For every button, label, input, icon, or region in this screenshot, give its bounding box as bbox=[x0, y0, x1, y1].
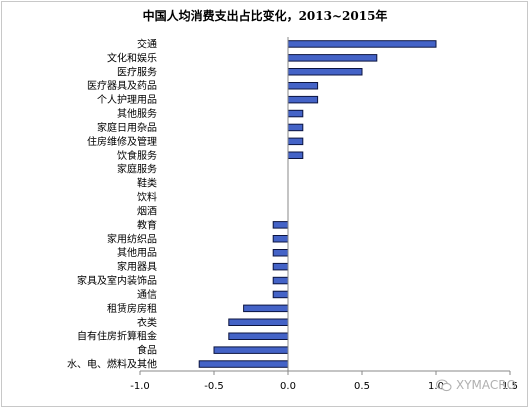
category-label: 个人护理用品 bbox=[97, 93, 157, 106]
bar bbox=[243, 304, 289, 313]
category-label: 医疗服务 bbox=[117, 65, 157, 78]
bar bbox=[287, 151, 304, 159]
category-label: 家庭日用杂品 bbox=[97, 121, 157, 134]
category-label: 食品 bbox=[137, 344, 157, 357]
x-tick-label: 1.5 bbox=[502, 381, 518, 392]
x-tick-label: 0.0 bbox=[280, 381, 296, 392]
category-label: 其他用品 bbox=[117, 246, 157, 259]
x-tick-label: -0.5 bbox=[204, 381, 224, 392]
category-label: 鞋类 bbox=[137, 177, 157, 190]
category-label: 家庭服务 bbox=[117, 163, 157, 176]
category-label: 租赁房房租 bbox=[107, 302, 157, 315]
category-label: 通信 bbox=[137, 289, 157, 301]
bar bbox=[287, 137, 304, 146]
category-label: 自有住房折算租金 bbox=[77, 330, 157, 343]
category-label: 烟酒 bbox=[137, 205, 157, 218]
bar bbox=[272, 221, 289, 229]
x-tick-label: 1.0 bbox=[428, 381, 444, 392]
category-label: 饮食服务 bbox=[117, 149, 157, 162]
wechat-icon bbox=[435, 378, 452, 392]
category-label: 饮料 bbox=[137, 191, 157, 204]
category-label: 衣类 bbox=[137, 316, 157, 329]
bar bbox=[272, 249, 289, 257]
category-label: 家用器具 bbox=[117, 260, 157, 273]
bar bbox=[287, 54, 378, 62]
category-label: 住房维修及管理 bbox=[87, 135, 157, 148]
category-label: 其他服务 bbox=[117, 107, 157, 120]
bar bbox=[287, 68, 363, 76]
x-tick-label: 0.5 bbox=[354, 381, 370, 392]
chart-title: 中国人均消费支出占比变化，2013~2015年 bbox=[142, 9, 388, 23]
bar bbox=[287, 109, 304, 118]
category-label: 医疗器具及药品 bbox=[87, 79, 157, 92]
bar bbox=[287, 95, 319, 104]
category-labels: 交通文化和娱乐医疗服务医疗器具及药品个人护理用品其他服务家庭日用杂品住房维修及管… bbox=[67, 38, 157, 371]
bar bbox=[287, 82, 319, 90]
watermark: XYMACRO bbox=[435, 378, 517, 392]
bar bbox=[272, 235, 289, 243]
bar bbox=[272, 262, 289, 271]
category-label: 家具及室内装饰品 bbox=[77, 274, 157, 287]
bar bbox=[287, 40, 437, 48]
x-tick-label: -1.0 bbox=[130, 381, 150, 392]
category-label: 文化和娱乐 bbox=[107, 51, 157, 64]
category-label: 交通 bbox=[137, 38, 157, 51]
bar bbox=[272, 276, 289, 285]
bars-group bbox=[198, 40, 437, 368]
category-label: 水、电、燃料及其他 bbox=[67, 358, 157, 371]
bar bbox=[287, 123, 304, 132]
category-label: 教育 bbox=[137, 218, 157, 231]
x-ticks: -1.0 -0.5 0.0 0.5 1.0 1.5 bbox=[130, 371, 518, 392]
bar bbox=[228, 318, 289, 326]
bar bbox=[228, 332, 289, 340]
bar bbox=[272, 290, 289, 299]
bar bbox=[198, 360, 289, 368]
category-label: 家用纺织品 bbox=[107, 232, 157, 245]
bar bbox=[213, 346, 289, 354]
watermark-text: XYMACRO bbox=[456, 378, 517, 392]
